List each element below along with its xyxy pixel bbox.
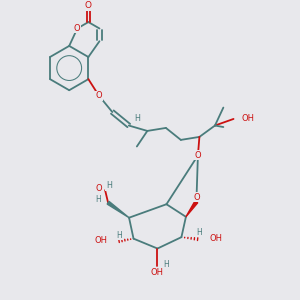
Text: O: O: [95, 184, 102, 193]
Text: H: H: [116, 231, 122, 240]
Text: O: O: [195, 151, 201, 160]
Text: O: O: [95, 91, 102, 100]
Text: H: H: [134, 114, 140, 123]
Text: O: O: [74, 24, 81, 33]
Text: OH: OH: [95, 236, 108, 244]
Polygon shape: [186, 201, 198, 217]
Text: H: H: [163, 260, 169, 269]
Text: O: O: [193, 193, 200, 202]
Text: H: H: [95, 195, 100, 204]
Text: OH: OH: [242, 114, 255, 123]
Text: H: H: [196, 228, 202, 237]
Text: H: H: [106, 181, 112, 190]
Text: OH: OH: [150, 268, 164, 277]
Polygon shape: [107, 201, 129, 218]
Text: OH: OH: [210, 234, 223, 243]
Text: O: O: [85, 1, 92, 10]
